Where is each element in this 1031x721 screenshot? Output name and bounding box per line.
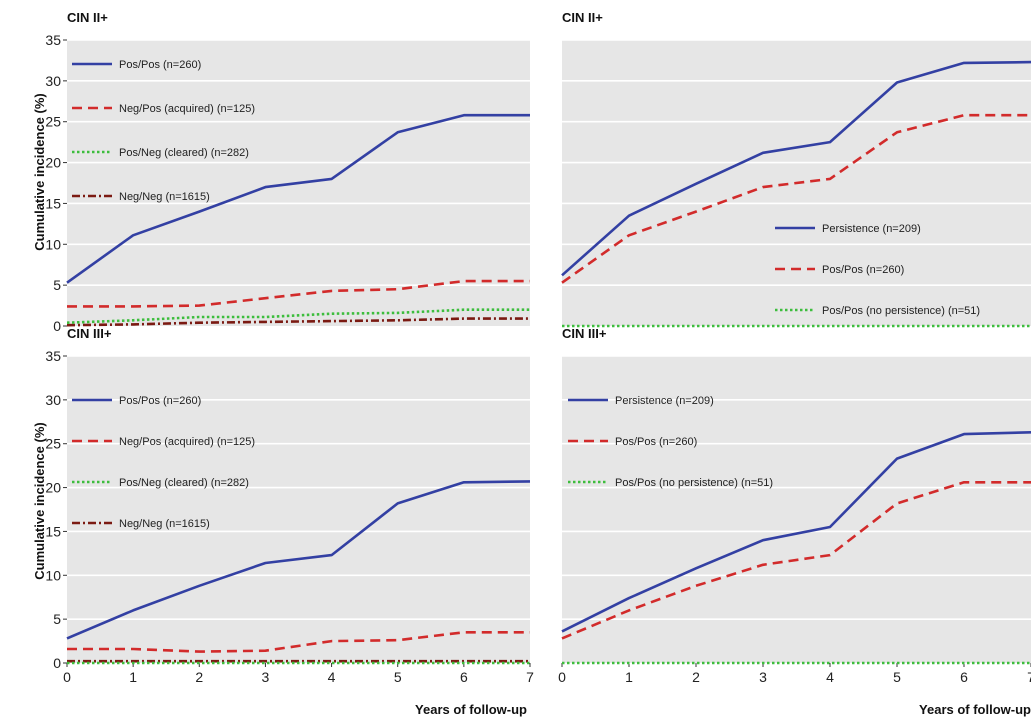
series-line xyxy=(66,480,531,640)
series-line xyxy=(561,113,1031,284)
legend-label: Pos/Pos (no persistence) (n=51) xyxy=(615,477,773,489)
panel-title: CIN III+ xyxy=(67,326,112,341)
x-tick-label: 5 xyxy=(893,669,901,685)
y-tick-label: 0 xyxy=(53,318,61,334)
x-tick-label: 6 xyxy=(460,669,468,685)
legend-label: Neg/Neg (n=1615) xyxy=(119,518,210,530)
plot-background xyxy=(562,356,1031,663)
x-axis-label-left: Years of follow-up xyxy=(415,702,527,717)
series-line xyxy=(66,308,530,324)
y-tick-label: 35 xyxy=(45,32,61,48)
panel-title: CIN III+ xyxy=(562,326,607,341)
x-tick-label: 2 xyxy=(692,669,700,685)
y-tick-label: 20 xyxy=(45,155,61,171)
x-tick-label: 0 xyxy=(558,669,566,685)
y-tick-label: 5 xyxy=(53,277,61,293)
legend-label: Pos/Pos (n=260) xyxy=(119,59,201,71)
legend-label: Persistence (n=209) xyxy=(615,395,714,407)
legend-label: Pos/Pos (n=260) xyxy=(615,436,697,448)
x-tick-label: 2 xyxy=(195,669,203,685)
plot-background xyxy=(67,356,530,663)
series-line xyxy=(67,630,530,653)
chart-panel-0: 0 5 10 15 20 25 30 35 CIN II+ Pos/Pos (n=260) Neg/… xyxy=(45,10,530,334)
y-tick-label: 30 xyxy=(45,73,61,89)
panel-title: CIN II+ xyxy=(562,10,603,25)
legend-label: Pos/Neg (cleared) (n=282) xyxy=(119,477,249,489)
y-tick-label: 35 xyxy=(45,348,61,364)
x-tick-label: 4 xyxy=(826,669,834,685)
series-line xyxy=(561,431,1031,633)
y-tick-label: 30 xyxy=(45,392,61,408)
series-line xyxy=(66,317,530,327)
series-line xyxy=(561,60,1031,277)
x-tick-label: 5 xyxy=(394,669,402,685)
panel-title: CIN II+ xyxy=(67,10,108,25)
x-tick-label: 6 xyxy=(960,669,968,685)
x-tick-label: 7 xyxy=(526,669,534,685)
legend-label: Pos/Neg (cleared) (n=282) xyxy=(119,147,249,159)
x-tick-label: 1 xyxy=(129,669,137,685)
y-axis-label-bottom: Cumulative incidence (%) xyxy=(32,422,47,579)
x-tick-label: 3 xyxy=(759,669,767,685)
legend-label: Pos/Pos (n=260) xyxy=(822,264,904,276)
y-tick-label: 0 xyxy=(53,655,61,671)
legend-label: Persistence (n=209) xyxy=(822,223,921,235)
y-tick-label: 15 xyxy=(45,523,61,539)
chart-panel-3: 0 1 2 3 4 5 6 7 CIN III+ Persistence (n=209) Pos/P… xyxy=(558,326,1031,685)
x-tick-label: 1 xyxy=(625,669,633,685)
y-axis-label-top: Cumulative incidence (%) xyxy=(32,93,47,250)
chart-panel-2: 0 5 10 15 20 25 30 35 0 1 2 3 4 5 6 7 CIN III+ Pos/Pos (n… xyxy=(45,326,534,685)
y-tick-label: 15 xyxy=(45,195,61,211)
y-tick-label: 25 xyxy=(45,114,61,130)
x-tick-label: 7 xyxy=(1027,669,1031,685)
legend-label: Neg/Neg (n=1615) xyxy=(119,191,210,203)
series-line xyxy=(66,113,530,284)
legend-label: Neg/Pos (acquired) (n=125) xyxy=(119,103,255,115)
legend-label: Pos/Pos (n=260) xyxy=(119,395,201,407)
y-tick-label: 10 xyxy=(45,236,61,252)
legend-label: Pos/Pos (no persistence) (n=51) xyxy=(822,305,980,317)
x-tick-label: 3 xyxy=(262,669,270,685)
chart-panel-1: CIN II+ Persistence (n=209) Pos/Pos (n=260… xyxy=(561,10,1031,328)
y-tick-label: 25 xyxy=(45,436,61,452)
y-tick-label: 10 xyxy=(45,567,61,583)
y-tick-label: 20 xyxy=(45,480,61,496)
x-axis-label-right: Years of follow-up xyxy=(919,702,1031,717)
x-tick-label: 0 xyxy=(63,669,71,685)
y-tick-label: 5 xyxy=(53,611,61,627)
series-line xyxy=(67,279,530,308)
legend-label: Neg/Pos (acquired) (n=125) xyxy=(119,436,255,448)
x-tick-label: 4 xyxy=(328,669,336,685)
series-line xyxy=(561,480,1031,640)
